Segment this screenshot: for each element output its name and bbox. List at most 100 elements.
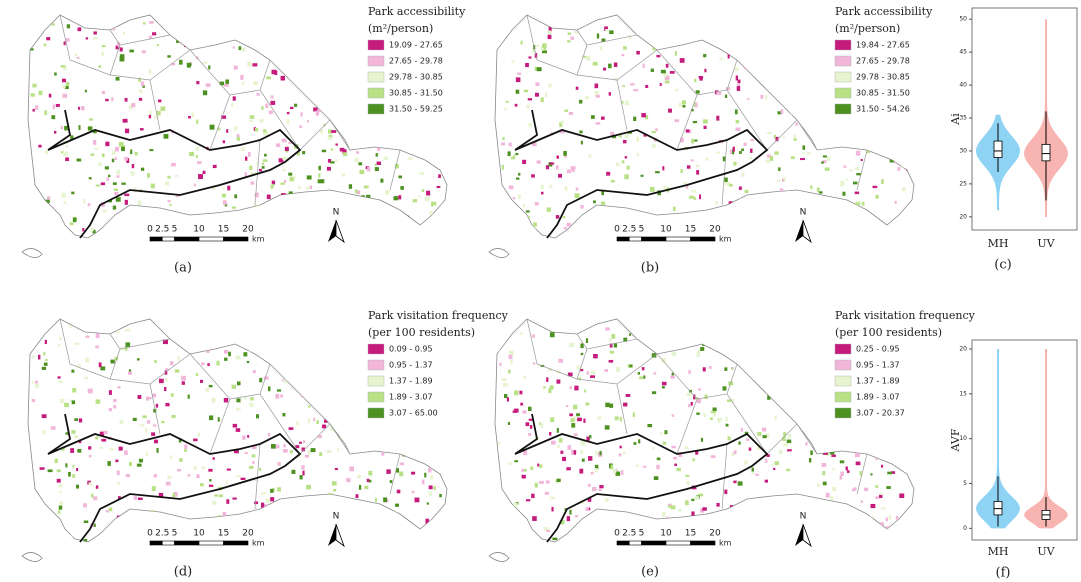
park-patch bbox=[621, 53, 625, 57]
legend-label: 1.37 - 1.89 bbox=[389, 377, 433, 386]
scale-label: 0 bbox=[147, 225, 153, 235]
park-patch bbox=[761, 367, 766, 372]
park-patch bbox=[578, 99, 583, 104]
park-patch bbox=[572, 416, 577, 422]
park-patch bbox=[671, 372, 674, 378]
park-patch bbox=[594, 83, 599, 89]
park-patch bbox=[750, 324, 754, 328]
park-patch bbox=[74, 342, 80, 345]
park-patch bbox=[615, 367, 620, 372]
park-patch bbox=[83, 503, 87, 508]
park-patch bbox=[750, 148, 753, 153]
park-patch bbox=[810, 185, 813, 189]
park-patch bbox=[334, 398, 337, 403]
park-patch bbox=[270, 95, 274, 99]
park-patch bbox=[655, 128, 658, 132]
park-patch bbox=[122, 144, 125, 148]
park-patch bbox=[225, 79, 230, 84]
park-patch bbox=[288, 53, 294, 59]
park-patch bbox=[748, 523, 752, 526]
park-patch bbox=[781, 213, 786, 218]
park-patch bbox=[609, 403, 614, 408]
park-patch bbox=[790, 47, 796, 52]
scale-label: 5 bbox=[172, 529, 178, 539]
park-patch bbox=[436, 140, 441, 143]
park-patch bbox=[866, 150, 871, 154]
park-patch bbox=[523, 469, 527, 472]
park-patch bbox=[738, 186, 742, 190]
scale-label: 20 bbox=[709, 225, 721, 235]
park-patch bbox=[66, 24, 71, 29]
park-patch bbox=[375, 153, 378, 157]
park-patch bbox=[574, 515, 579, 518]
park-patch bbox=[259, 168, 262, 172]
park-patch bbox=[241, 81, 245, 85]
park-patch bbox=[773, 62, 778, 67]
park-patch bbox=[56, 478, 61, 483]
park-patch bbox=[214, 494, 219, 497]
park-patch bbox=[368, 517, 371, 522]
panel-label: (d) bbox=[174, 565, 192, 580]
park-patch bbox=[392, 211, 398, 217]
legend-swatch bbox=[367, 103, 385, 115]
park-patch bbox=[525, 62, 529, 68]
park-patch bbox=[817, 429, 822, 432]
park-patch bbox=[875, 99, 880, 103]
park-patch bbox=[326, 417, 330, 420]
legend-unit: (m²/person) bbox=[368, 22, 433, 35]
park-patch bbox=[520, 402, 524, 406]
park-patch bbox=[205, 387, 210, 393]
park-patch bbox=[362, 507, 367, 512]
park-patch bbox=[678, 215, 683, 218]
park-patch bbox=[693, 328, 698, 333]
park-patch bbox=[88, 454, 92, 458]
park-patch bbox=[358, 162, 363, 166]
park-patch bbox=[777, 90, 783, 93]
park-patch bbox=[106, 177, 109, 181]
park-patch bbox=[433, 486, 436, 491]
park-patch bbox=[421, 479, 425, 485]
park-patch bbox=[621, 101, 624, 104]
park-patch bbox=[609, 513, 613, 517]
scale-label: 5 bbox=[172, 225, 178, 235]
park-patch bbox=[302, 151, 306, 155]
legend-unit: (per 100 residents) bbox=[835, 326, 942, 339]
park-patch bbox=[610, 529, 614, 533]
park-patch bbox=[900, 122, 903, 126]
park-patch bbox=[724, 94, 728, 98]
park-patch bbox=[582, 55, 587, 58]
park-patch bbox=[298, 65, 301, 68]
park-patch bbox=[136, 358, 140, 361]
park-patch bbox=[31, 502, 35, 505]
park-patch bbox=[298, 185, 301, 190]
park-patch bbox=[105, 98, 109, 102]
park-patch bbox=[586, 55, 591, 61]
park-patch bbox=[712, 413, 716, 417]
park-patch bbox=[702, 507, 707, 511]
park-patch bbox=[411, 471, 416, 475]
park-patch bbox=[151, 486, 156, 492]
park-patch bbox=[821, 463, 827, 467]
park-patch bbox=[60, 151, 64, 154]
park-patch bbox=[353, 383, 357, 389]
park-patch bbox=[344, 36, 347, 42]
park-patch bbox=[825, 371, 831, 375]
park-patch bbox=[294, 77, 300, 80]
park-patch bbox=[637, 372, 641, 375]
park-patch bbox=[577, 533, 581, 536]
park-patch bbox=[124, 193, 130, 197]
park-patch bbox=[664, 334, 667, 340]
park-patch bbox=[363, 59, 369, 63]
park-patch bbox=[536, 160, 541, 164]
park-patch bbox=[821, 417, 824, 423]
park-patch bbox=[76, 158, 82, 162]
park-patch bbox=[864, 125, 868, 129]
park-patch bbox=[700, 508, 705, 513]
park-patch bbox=[674, 50, 677, 56]
park-patch bbox=[678, 508, 682, 512]
park-patch bbox=[400, 369, 406, 373]
park-patch bbox=[399, 471, 404, 477]
park-patch bbox=[70, 448, 75, 453]
park-patch bbox=[36, 531, 40, 536]
park-patch bbox=[538, 480, 544, 484]
